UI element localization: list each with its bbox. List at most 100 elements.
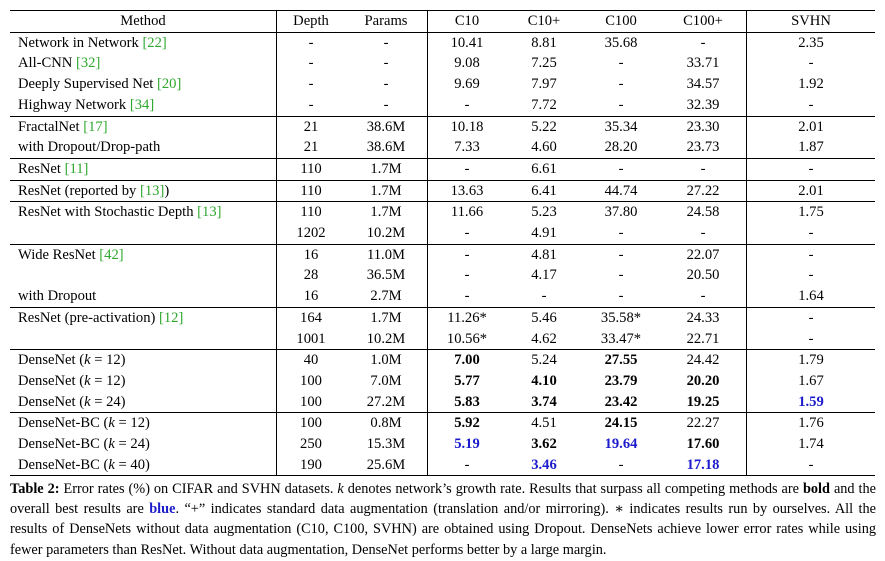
value-cell: 17.60 [660,434,747,455]
value-cell: 9.08 [454,55,480,72]
value-cell: 110 [276,201,345,224]
method-cell: Highway Network [34] [10,94,277,117]
value-cell: 34.57 [660,74,747,95]
growth-rate-symbol: k [84,352,91,369]
header-depth: Depth [276,10,345,33]
value-cell: - [660,223,747,245]
value-cell: 15.3M [345,434,428,455]
value-cell: 10.18 [427,115,506,138]
growth-rate-value: = 12) [90,372,126,389]
value-cell: - [746,157,875,181]
value-cell: 2.01 [746,179,875,202]
method-cell: FractalNet [17] [10,115,277,138]
error-rates-table: Method Depth Params C10 C10+ C100 C100+ … [10,10,875,477]
citation-link[interactable]: [11] [64,160,89,177]
value-cell: 1.7M [345,306,428,329]
citation-link[interactable]: [12] [159,309,184,326]
value-cell: 24.58 [660,201,747,224]
value-cell: 13.63 [427,179,506,202]
value-cell: - [276,31,345,54]
value-cell: 1.75 [746,201,875,224]
value-cell: - [808,225,814,242]
value-cell: 28.20 [604,139,638,156]
citation-link[interactable]: [17] [83,118,108,135]
value-cell: 110 [276,157,345,181]
value-cell: - [464,288,470,305]
table-caption: Table 2: Error rates (%) on CIFAR and SV… [10,479,876,560]
value-cell: 4.17 [531,267,557,284]
header-params: Params [345,10,428,33]
table-row: DenseNet (k = 12) 100 7.0M 5.77 4.10 23.79 20.… [10,370,875,392]
value-cell: 11.0M [345,243,428,266]
value-cell: - [427,454,506,477]
citation-link[interactable]: [20] [157,76,182,93]
value-cell: 10.56* [446,330,488,347]
caption-text-3: and the overall best results are [10,481,876,518]
header-c10plus: C10+ [506,10,582,33]
value-cell: 24.33 [660,306,747,329]
value-cell: 2.35 [746,31,875,54]
value-cell: 7.97 [531,76,557,93]
value-cell: - [464,225,470,242]
method-name: DenseNet-BC ( [18,415,109,432]
caption-bold-word: bold [802,481,830,497]
value-cell: 4.51 [506,412,582,435]
method-cell [10,265,277,287]
table-row: DenseNet (k = 12) 40 1.0M 7.00 5.24 27.55 24.4… [10,349,875,371]
value-cell: 100 [276,412,345,435]
value-cell: 3.74 [531,393,557,410]
value-cell: - [808,267,814,284]
header-c100: C100 [582,10,660,33]
method-name: All-CNN [18,55,76,72]
header-c10: C10 [427,10,506,33]
method-cell: DenseNet-BC (k = 12) [10,412,277,435]
value-cell: 4.10 [531,372,557,389]
value-cell: 20.20 [660,370,747,392]
value-cell: 32.39 [660,94,747,117]
citation-link[interactable]: [34] [129,96,155,113]
caption-blue-word: blue [149,501,176,518]
method-cell: ResNet (reported by [13]) [10,179,277,202]
citation-link[interactable]: [22] [142,34,167,51]
value-cell: 164 [276,306,345,329]
growth-rate-value: = 40) [114,456,150,473]
caption-text-1: Error rates (%) on CIFAR and SVHN datase… [59,481,338,497]
value-cell: 6.61 [506,157,582,181]
table-row: Network in Network [22] - -10.41 8.81 35.68-… [10,31,875,54]
value-cell: 9.69 [454,76,480,93]
value-cell: 3.46 [506,454,582,477]
value-cell: 5.23 [506,201,582,224]
method-cell: DenseNet-BC (k = 40) [10,454,277,477]
value-cell: - [308,76,314,93]
table-header-row: Method Depth Params C10 C10+ C100 C100+ … [10,10,875,33]
value-cell: 27.2M [345,391,428,413]
value-cell: - [582,454,660,477]
growth-rate-value: = 12) [114,415,150,432]
growth-rate-symbol: k [108,415,115,432]
method-name: with Dropout [18,288,97,305]
value-cell: 21 [276,115,345,138]
method-name: Deeply Supervised Net [18,76,158,93]
growth-rate-value: = 12) [90,352,126,369]
value-cell: - [345,94,428,117]
citation-link[interactable]: [13] [139,182,165,199]
value-cell: 25.6M [345,454,428,477]
value-cell: 16 [276,243,345,266]
value-cell: 10.41 [427,31,506,54]
citation-link[interactable]: [42] [99,246,124,263]
value-cell: 22.71 [660,328,747,350]
method-name: Highway Network [18,96,130,113]
value-cell: 7.00 [427,349,506,371]
value-cell: 21 [303,139,319,156]
value-cell: - [582,243,660,266]
method-name: DenseNet-BC ( [18,436,109,453]
value-cell: 5.83 [454,393,480,410]
caption-k: k [337,481,344,497]
value-cell: 6.41 [506,179,582,202]
citation-link[interactable]: [32] [75,55,101,72]
table-row: FractalNet [17] 21 38.6M 10.18 5.22 35.34 23.3… [10,115,875,138]
citation-link[interactable]: [13] [197,204,222,221]
caption-text-4: . “+” indicates standard data augmentati… [10,501,876,558]
results-table-container: Method Depth Params C10 C10+ C100 C100+ … [10,10,875,477]
value-cell: 23.30 [660,115,747,138]
